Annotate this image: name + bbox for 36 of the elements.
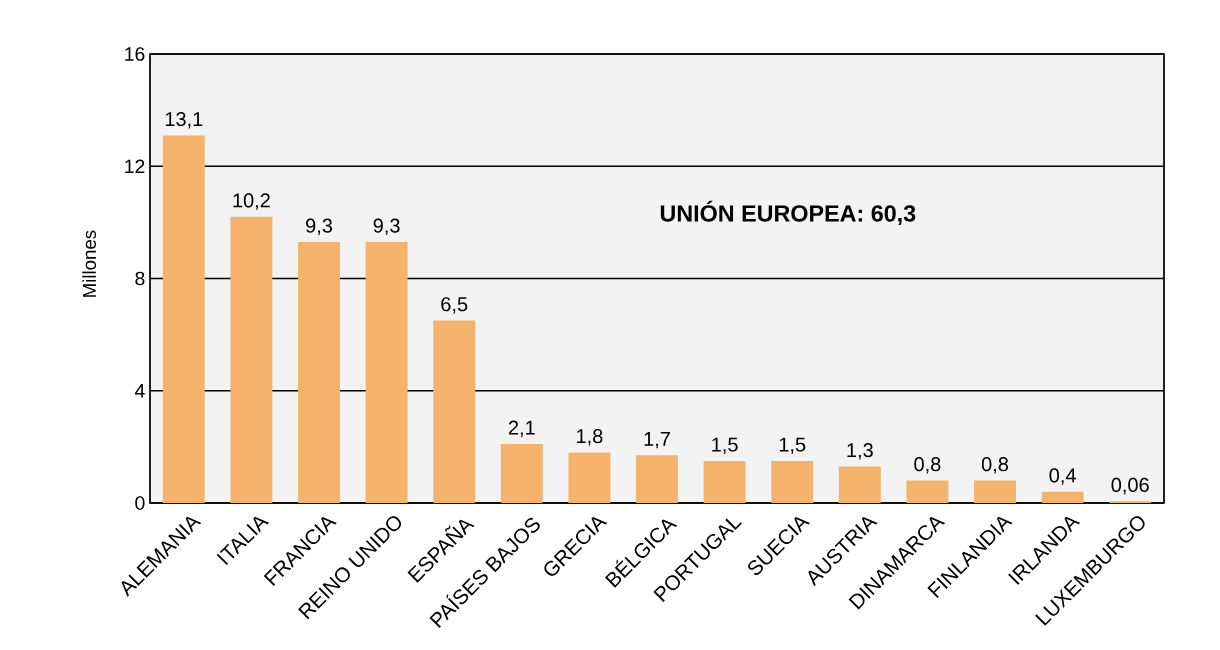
bar — [568, 452, 611, 503]
data-label: 0,4 — [1049, 468, 1076, 485]
bar — [433, 320, 476, 503]
data-label: 1,5 — [712, 437, 738, 454]
bar — [230, 216, 273, 503]
data-label: 2,1 — [508, 420, 535, 438]
data-label: 9,3 — [306, 218, 333, 236]
bar — [500, 444, 543, 503]
data-label: 10,2 — [233, 193, 270, 210]
bar — [703, 460, 746, 503]
bar — [974, 480, 1016, 503]
y-tick-label: 0 — [135, 496, 145, 510]
bar — [1041, 491, 1084, 503]
data-label: 0,06 — [1111, 477, 1149, 495]
data-label: 0,8 — [914, 457, 941, 474]
data-label: 0,8 — [981, 457, 1009, 474]
data-label: 13,1 — [165, 111, 203, 129]
data-label: 1,7 — [644, 432, 670, 449]
data-label: 1,8 — [577, 429, 603, 446]
y-tick-label: 8 — [135, 271, 145, 286]
data-label: 1,5 — [779, 437, 806, 454]
y-axis-title: Millones — [82, 230, 97, 297]
annotation: UNIÓN EUROPEA: 60,3 — [660, 200, 916, 226]
y-tick-label: 12 — [125, 159, 145, 173]
bar — [162, 135, 205, 503]
y-tick-label: 4 — [134, 384, 145, 398]
bar — [636, 455, 678, 503]
data-label: 1,3 — [847, 443, 873, 460]
data-label: 6,5 — [441, 297, 468, 314]
bar — [906, 480, 949, 503]
bar — [365, 242, 408, 503]
data-label: 9,3 — [373, 218, 400, 236]
bar — [771, 460, 814, 503]
bar — [838, 466, 881, 503]
bar — [298, 242, 340, 503]
y-tick-label: 16 — [125, 47, 145, 61]
